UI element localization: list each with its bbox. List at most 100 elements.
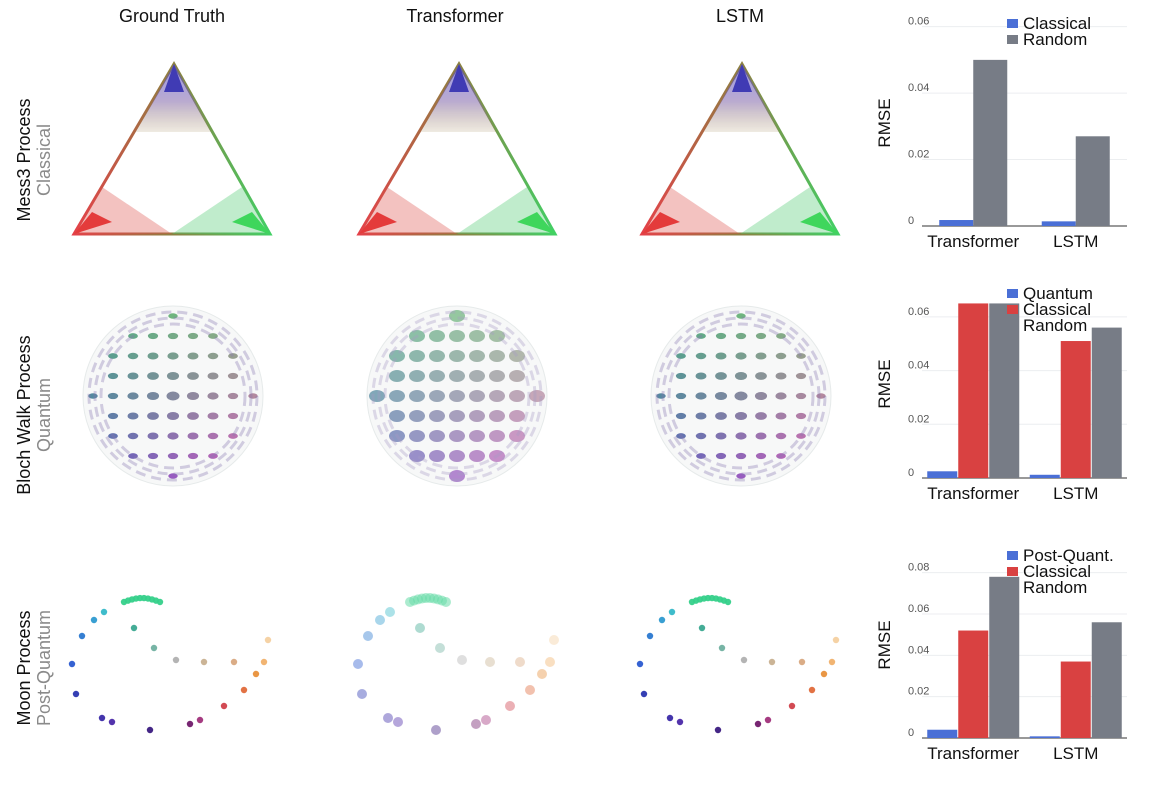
rmse-bar-chart-mess3: RMSE 0 0.02 0.04 0.06 Transformer LSTM Classica… <box>875 14 1127 251</box>
sphere-dot <box>469 370 485 382</box>
sphere-dot <box>128 453 138 459</box>
sphere-dot <box>228 353 238 359</box>
sphere-dot <box>107 412 119 420</box>
legend-label: Random <box>1023 316 1087 335</box>
legend-swatch <box>1007 35 1018 44</box>
sphere-dot <box>489 330 505 342</box>
sphere-dot <box>695 432 707 440</box>
sphere-dot <box>449 350 465 362</box>
moon-dot <box>200 658 208 666</box>
sphere-dot <box>755 352 767 360</box>
legend-swatch <box>1007 289 1018 298</box>
moon-dot <box>471 719 481 729</box>
sphere-dot <box>167 432 179 440</box>
sphere-dot <box>775 352 787 360</box>
sphere-dot <box>469 410 485 422</box>
moon-dot <box>676 718 684 726</box>
moon-dot <box>431 725 441 735</box>
bloch-lstm-plot <box>650 305 832 487</box>
moon-dot <box>252 670 260 678</box>
bar-transformer-quantum <box>927 471 958 478</box>
sphere-dot <box>529 390 545 402</box>
sphere-dot <box>775 372 787 380</box>
sphere-dot <box>735 452 747 460</box>
sphere-dot <box>796 433 806 439</box>
moon-dot <box>260 658 268 666</box>
sphere-dot <box>449 450 465 462</box>
legend-label: Post-Quant. <box>1023 546 1114 565</box>
sphere-dot <box>755 372 767 380</box>
y-tick-label: 0 <box>908 727 914 739</box>
sphere-dot <box>509 350 525 362</box>
sphere-dot <box>207 432 219 440</box>
legend-swatch <box>1007 583 1018 592</box>
sphere-dot <box>715 332 727 340</box>
sphere-ring <box>661 316 821 476</box>
y-tick-label: 0.04 <box>908 360 929 372</box>
row-type-label: Quantum <box>34 377 54 453</box>
sphere-dot-clusters <box>87 310 259 482</box>
sphere-dot <box>449 390 465 402</box>
sphere-dot <box>127 352 139 360</box>
sphere-dot <box>509 370 525 382</box>
triangle-fractal <box>639 60 841 236</box>
moon-dot <box>90 616 98 624</box>
sphere-dot <box>207 392 219 400</box>
sphere-ring <box>99 322 247 470</box>
rmse-bar-chart-moon: RMSE 0 0.02 0.04 0.06 0.08 Transformer LSTM Post… <box>875 546 1127 763</box>
sphere-ring <box>87 310 259 482</box>
sphere-dot <box>449 370 465 382</box>
triangle-fractal <box>71 60 273 236</box>
moon-dot <box>525 685 535 695</box>
sphere-dot <box>696 333 706 339</box>
sphere-dot-clusters <box>369 310 545 482</box>
sphere-dot <box>449 310 465 322</box>
bar-lstm-random <box>1091 622 1122 738</box>
sphere-dot <box>755 452 767 460</box>
sphere-dot <box>755 332 767 340</box>
sphere-ring <box>667 322 815 470</box>
row-type-label: Classical <box>34 123 54 197</box>
moon-dot <box>788 702 796 710</box>
sphere-dot <box>735 432 747 440</box>
moon-dot <box>72 690 80 698</box>
moon-dot <box>481 715 491 725</box>
sphere-dot <box>509 410 525 422</box>
sphere-dot <box>715 412 727 420</box>
sphere-dot <box>409 330 425 342</box>
sphere-dot <box>796 353 806 359</box>
sphere-dot <box>735 332 747 340</box>
sphere-dot <box>775 412 787 420</box>
mess3-ground-truth-plot <box>71 60 273 236</box>
moon-dot <box>383 713 393 723</box>
sphere-dot <box>696 453 706 459</box>
sphere-dot <box>146 391 160 401</box>
bar-transformer-random <box>989 303 1020 478</box>
moon-dot <box>646 632 654 640</box>
moon-transformer-plot <box>353 593 559 735</box>
sphere-dot <box>469 450 485 462</box>
row-title-moon: Moon Process Post-Quantum <box>14 548 54 788</box>
moon-dot <box>768 658 776 666</box>
bar-lstm-random <box>1091 327 1122 478</box>
x-tick-label: LSTM <box>1053 744 1098 763</box>
sphere-dot <box>166 391 180 401</box>
legend-label: Classical <box>1023 562 1091 581</box>
sphere-dot <box>227 392 239 400</box>
sphere-dot <box>429 350 445 362</box>
moon-dot <box>363 631 373 641</box>
sphere-dot-clusters <box>655 310 827 482</box>
moon-dot <box>385 607 395 617</box>
sphere-dot <box>736 313 746 319</box>
moon-dot <box>668 608 676 616</box>
sphere-dot <box>166 371 180 381</box>
sphere-dot <box>167 332 179 340</box>
row-process-label: Mess3 Process <box>14 98 34 222</box>
sphere-dot <box>369 390 385 402</box>
moon-dot <box>146 726 154 734</box>
sphere-dot <box>816 393 826 399</box>
sphere-dot <box>695 392 707 400</box>
sphere-dot <box>187 332 199 340</box>
sphere-dot <box>429 430 445 442</box>
sphere-dot <box>389 430 405 442</box>
